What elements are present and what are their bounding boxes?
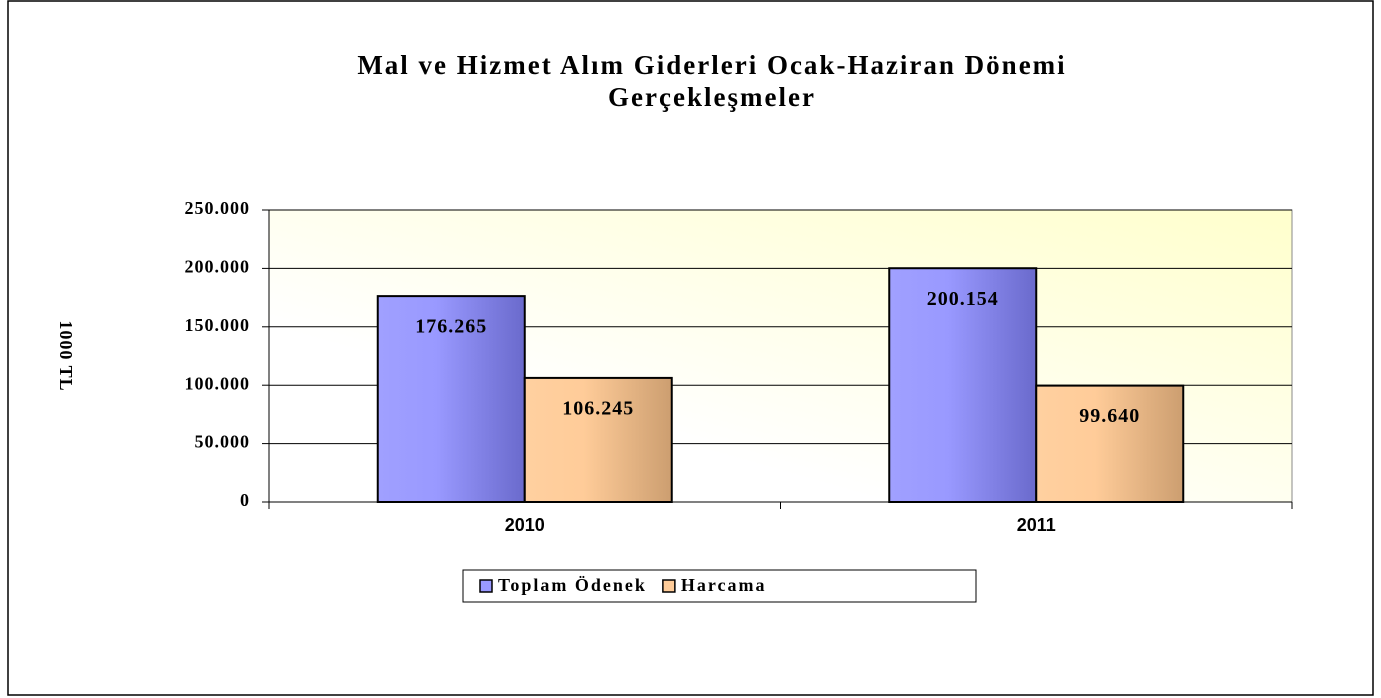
chart-title: Mal ve Hizmet Alım Giderleri Ocak-Hazira… — [357, 50, 1066, 80]
chart-subtitle: Gerçekleşmeler — [608, 82, 816, 112]
y-tick-label: 250.000 — [185, 198, 251, 218]
value-label: 106.245 — [562, 397, 634, 419]
y-tick-label: 0 — [240, 490, 250, 510]
value-label: 176.265 — [415, 316, 487, 338]
legend-swatch — [662, 579, 676, 593]
y-tick-label: 100.000 — [185, 373, 251, 393]
value-label: 99.640 — [1079, 405, 1140, 427]
x-tick-label: 2010 — [505, 515, 545, 535]
bar — [1035, 384, 1185, 503]
legend — [462, 569, 977, 603]
y-tick-label: 200.000 — [185, 257, 251, 277]
bar — [523, 376, 673, 504]
value-label: 200.154 — [927, 288, 999, 310]
legend-label: Harcama — [681, 575, 767, 595]
y-axis-label: 1000 TL — [56, 320, 76, 391]
legend-label: Toplam Ödenek — [498, 575, 647, 595]
bar — [888, 267, 1038, 503]
y-tick-label: 50.000 — [195, 432, 251, 452]
y-tick-label: 150.000 — [185, 315, 251, 335]
legend-swatch — [479, 579, 493, 593]
x-tick-label: 2011 — [1017, 515, 1056, 535]
